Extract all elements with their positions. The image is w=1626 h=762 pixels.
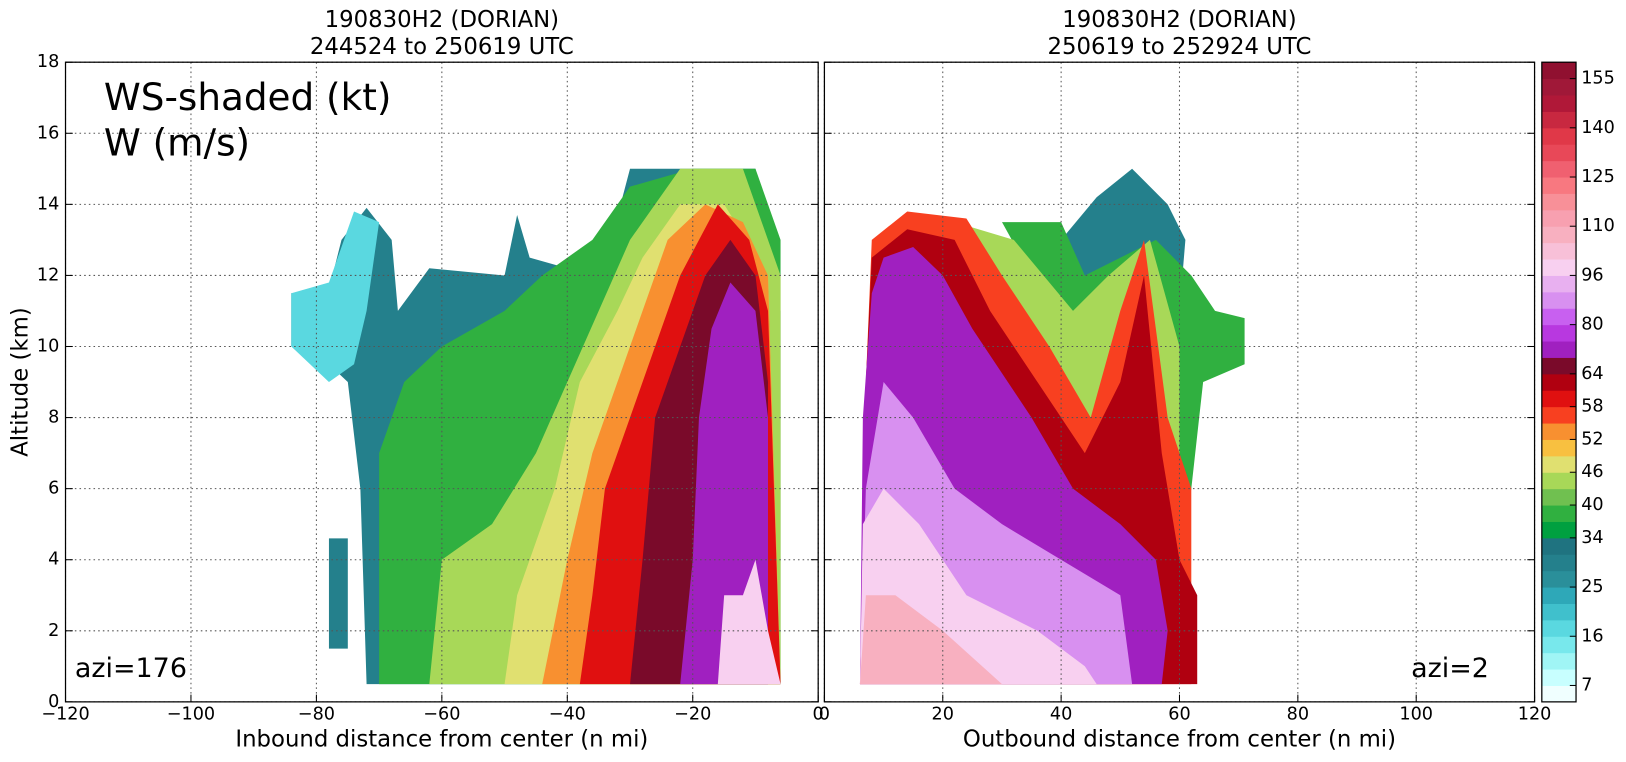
wind-region [328,538,348,649]
wind-region [859,595,1002,685]
y-tick-label: 14 [37,194,59,214]
colorbar-block [1541,226,1577,244]
colorbar-block [1541,439,1577,457]
colorbar-tick-label: 58 [1581,397,1603,417]
colorbar-block [1541,570,1577,588]
x-axis-label: Inbound distance from center (n mi) [235,727,648,753]
colorbar-block [1541,603,1577,621]
colorbar-block [1541,472,1577,490]
colorbar-tick-label: 110 [1581,216,1615,236]
y-tick-label: 10 [37,336,59,356]
y-tick-label: 12 [37,265,59,285]
x-tick-label: −120 [41,704,89,724]
x-tick-label: 0 [813,704,824,724]
y-tick-label: 6 [48,479,59,499]
colorbar-block [1541,652,1577,670]
colorbar-block [1541,62,1577,80]
colorbar-tick-label: 96 [1581,265,1603,285]
colorbar-block [1541,242,1577,260]
wind-region [717,559,781,685]
colorbar-tick-label: 7 [1581,675,1592,695]
colorbar-tick-label: 52 [1581,429,1603,449]
colorbar-block [1541,619,1577,637]
x-tick-label: 120 [1518,704,1552,724]
x-tick-label: 60 [1168,704,1190,724]
y-tick-label: 18 [37,52,59,72]
colorbar-block [1541,587,1577,604]
colorbar-tick-label: 80 [1581,315,1603,335]
colorbar-block [1541,160,1577,178]
colorbar-block [1541,537,1577,555]
y-tick-label: 0 [48,692,59,712]
colorbar-block [1541,636,1577,654]
colorbar-block [1541,209,1577,227]
colorbar-tick-label: 34 [1581,528,1603,548]
colorbar-block [1541,406,1577,424]
colorbar-block [1541,193,1577,211]
colorbar-tick-label: 46 [1581,462,1603,482]
colorbar-block [1541,685,1577,703]
y-tick-label: 8 [48,408,59,428]
y-tick-label: 16 [37,123,59,143]
colorbar-block [1541,111,1577,129]
colorbar-block [1541,127,1577,145]
colorbar-block [1541,373,1577,391]
y-axis-label: Altitude (km) [7,307,33,457]
azimuth-label: azi=2 [1411,653,1489,684]
axes-frame [64,61,819,703]
x-tick-label: 0 [819,704,830,724]
colorbar-frame [1541,61,1577,703]
panel-title: 190830H2 (DORIAN) [325,7,559,33]
colorbar-block [1541,488,1577,506]
colorbar-block [1541,455,1577,473]
colorbar-block [1541,505,1577,522]
x-axis-label: Outbound distance from center (n mi) [963,727,1396,753]
annotation: WS-shaded (kt) [104,75,392,119]
colorbar-block [1541,144,1577,162]
x-tick-label: 20 [932,704,954,724]
colorbar-tick-label: 140 [1581,118,1615,138]
x-tick-label: −20 [674,704,711,724]
x-tick-label: 80 [1287,704,1309,724]
wind-region [680,282,769,685]
colorbar-block [1541,341,1577,358]
x-tick-label: −40 [549,704,586,724]
colorbar-block [1541,291,1577,309]
colorbar-block [1541,554,1577,572]
x-tick-label: −80 [298,704,335,724]
colorbar-block [1541,177,1577,194]
colorbar-block [1541,95,1577,112]
panel-title: 250619 to 252924 UTC [1048,34,1312,60]
x-tick-label: −100 [167,704,215,724]
x-tick-label: 100 [1399,704,1433,724]
colorbar-tick-label: 16 [1581,626,1603,646]
colorbar-block [1541,390,1577,408]
y-tick-label: 2 [48,621,59,641]
colorbar-block [1541,357,1577,375]
colorbar-block [1541,521,1577,539]
azimuth-label: azi=176 [75,653,187,684]
x-tick-label: −60 [423,704,460,724]
x-tick-label: 40 [1050,704,1072,724]
colorbar-block [1541,78,1577,96]
colorbar-block [1541,259,1577,276]
colorbar-block [1541,669,1577,686]
colorbar-block [1541,324,1577,342]
y-tick-label: 4 [48,550,59,570]
colorbar-tick-label: 125 [1581,167,1615,187]
colorbar-tick-label: 25 [1581,577,1603,597]
annotation: W (m/s) [104,121,250,165]
colorbar-block [1541,423,1577,440]
colorbar-tick-label: 40 [1581,495,1603,515]
panel-title: 244524 to 250619 UTC [310,34,574,60]
panel-title: 190830H2 (DORIAN) [1062,7,1296,33]
colorbar-block [1541,275,1577,293]
colorbar-block [1541,308,1577,326]
colorbar-tick-label: 155 [1581,69,1615,89]
axes-frame [823,61,1536,703]
colorbar-tick-label: 64 [1581,364,1603,384]
wind-region [291,211,380,383]
